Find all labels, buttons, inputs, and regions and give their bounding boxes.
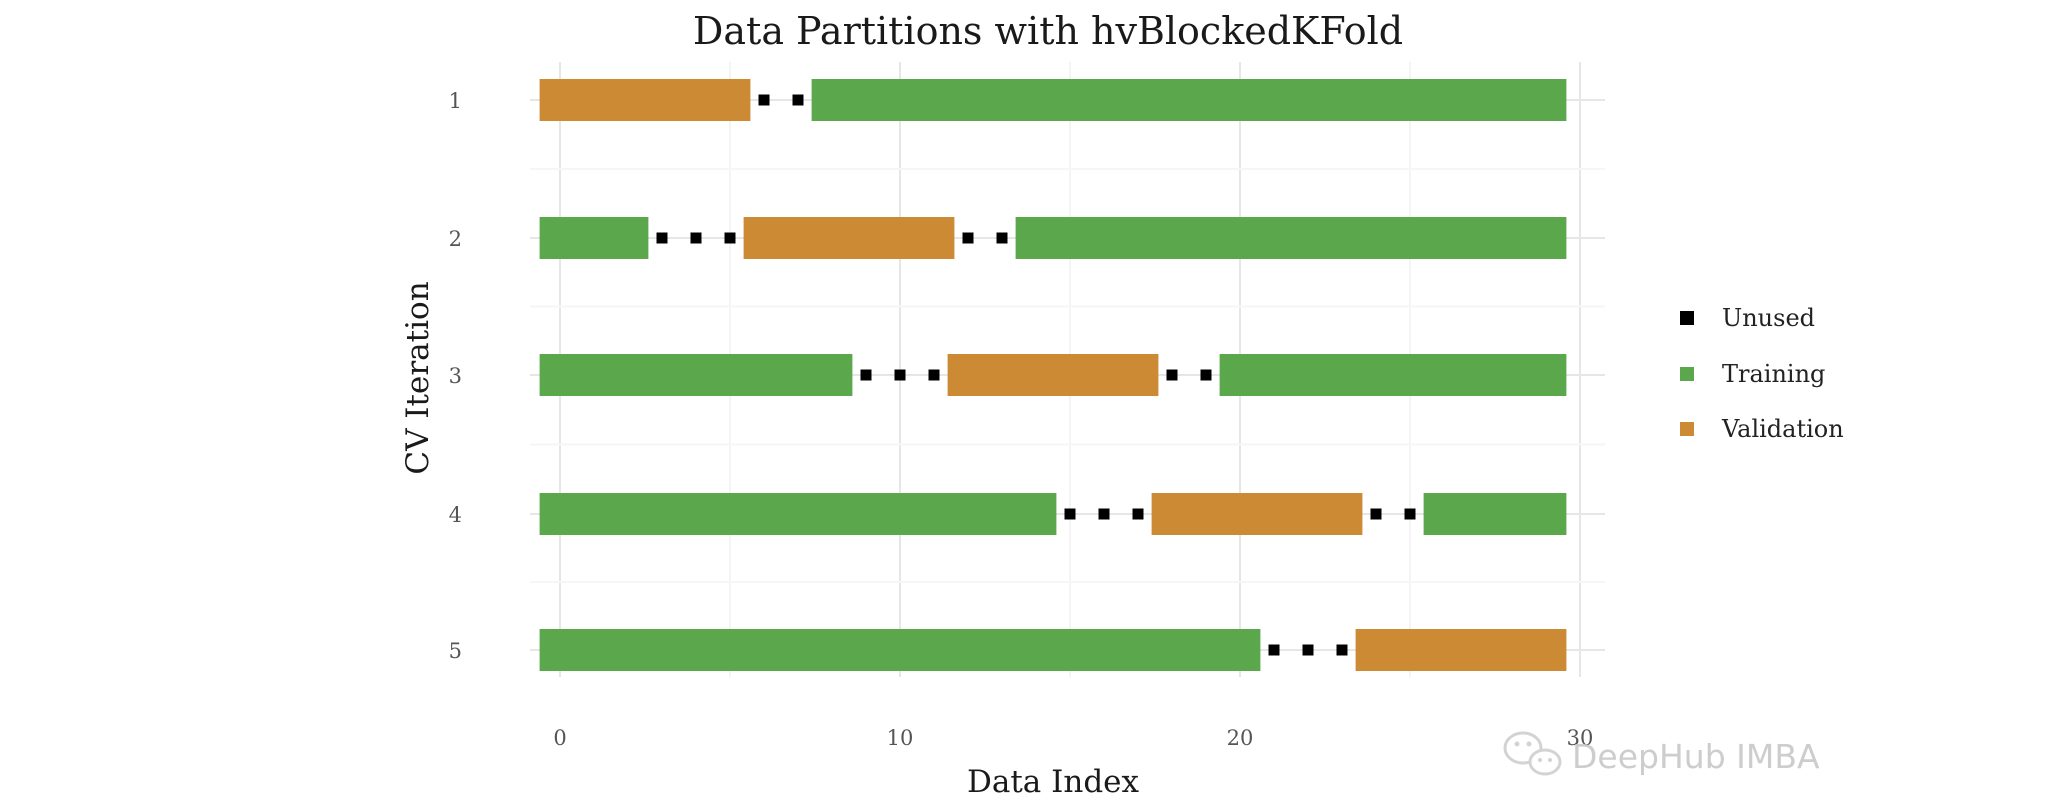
partition-segments <box>539 79 1567 671</box>
y-tick-label: 5 <box>449 639 462 663</box>
validation-segment <box>539 79 751 121</box>
legend-label-validation: Validation <box>1721 415 1844 443</box>
training-segment <box>539 217 649 259</box>
unused-point <box>792 94 804 106</box>
unused-point <box>1132 508 1144 520</box>
x-axis-label: Data Index <box>967 764 1140 800</box>
legend-key-unused <box>1680 311 1694 325</box>
chart-title: Data Partitions with hvBlockedKFold <box>693 9 1403 53</box>
unused-point <box>656 232 668 244</box>
unused-point <box>758 94 770 106</box>
unused-point <box>1098 508 1110 520</box>
y-tick-label: 4 <box>449 503 462 527</box>
x-tick-labels: 0 10 20 30 <box>553 726 1593 750</box>
unused-point <box>1166 369 1178 381</box>
unused-point <box>1200 369 1212 381</box>
training-segment <box>539 493 1057 535</box>
validation-segment <box>1151 493 1363 535</box>
training-segment <box>1423 493 1567 535</box>
x-tick-label: 0 <box>553 726 566 750</box>
training-segment <box>811 79 1567 121</box>
unused-point <box>1404 508 1416 520</box>
unused-point <box>962 232 974 244</box>
legend: Unused Training Validation <box>1680 304 1844 443</box>
unused-point <box>1302 644 1314 656</box>
legend-label-training: Training <box>1722 360 1825 388</box>
legend-key-training <box>1680 367 1694 381</box>
legend-key-validation <box>1680 422 1694 436</box>
unused-point <box>860 369 872 381</box>
x-tick-label: 20 <box>1227 726 1254 750</box>
unused-point <box>928 369 940 381</box>
training-segment <box>539 354 853 396</box>
y-tick-label: 3 <box>449 364 462 388</box>
y-tick-label: 1 <box>449 89 462 113</box>
unused-point <box>1064 508 1076 520</box>
unused-point <box>894 369 906 381</box>
y-axis-label: CV Iteration <box>400 281 436 474</box>
training-segment <box>1219 354 1567 396</box>
unused-point <box>1268 644 1280 656</box>
watermark: DeepHub IMBA <box>1503 731 1820 776</box>
validation-segment <box>947 354 1159 396</box>
legend-label-unused: Unused <box>1722 304 1815 332</box>
unused-point <box>996 232 1008 244</box>
unused-point <box>724 232 736 244</box>
unused-point <box>1370 508 1382 520</box>
training-segment <box>1015 217 1567 259</box>
y-tick-labels: 1 2 3 4 5 <box>449 89 462 663</box>
validation-segment <box>1355 629 1567 671</box>
unused-point <box>690 232 702 244</box>
validation-segment <box>743 217 955 259</box>
x-tick-label: 30 <box>1567 726 1594 750</box>
x-tick-label: 10 <box>887 726 914 750</box>
wechat-icon <box>1503 731 1562 776</box>
watermark-text: DeepHub IMBA <box>1572 737 1820 776</box>
y-tick-label: 2 <box>449 227 462 251</box>
unused-point <box>1336 644 1348 656</box>
training-segment <box>539 629 1261 671</box>
